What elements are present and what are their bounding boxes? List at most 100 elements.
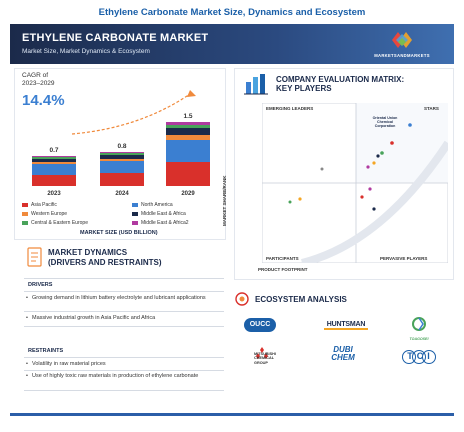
legend-swatch (132, 212, 138, 216)
evaluation-matrix-plot (262, 103, 448, 263)
divider (24, 370, 224, 371)
matrix-panel (234, 68, 454, 280)
divider (24, 326, 224, 327)
divider (24, 291, 224, 292)
restraint-item: Use of highly toxic raw materials in pro… (26, 373, 212, 381)
bar-category-label: 2024 (115, 191, 129, 197)
legend-label: Central & Eastern Europe (31, 220, 88, 226)
toagosei-logo-text: TOAGOSEI (409, 337, 429, 341)
building-chart-icon (244, 74, 268, 95)
restraints-heading: RESTRAINTS (28, 348, 64, 354)
dubichem-logo-text: DUBI CHEM (331, 345, 355, 362)
cagr-label-line2: 2023–2029 (22, 80, 55, 87)
oucc-logo-text: OUCC (249, 321, 271, 328)
dynamics-title-line1: MARKET DYNAMICS (48, 248, 128, 257)
drivers-heading: DRIVERS (28, 282, 53, 288)
legend-swatch (22, 203, 28, 207)
company-dot (372, 207, 376, 211)
bar-segment (32, 156, 76, 158)
bar-segment (32, 162, 76, 165)
bar-segment (32, 159, 76, 163)
bar-segment (166, 139, 210, 162)
bar-segment (100, 161, 144, 174)
divider (24, 311, 224, 312)
y-axis-label: MARKET SHARE/RANK (222, 175, 227, 227)
legend-item: North America (132, 202, 173, 208)
legend-label: Western Europe (31, 211, 68, 217)
bar-segment (100, 151, 144, 154)
company-dot (366, 165, 370, 169)
quadrant-emerging-leaders: EMERGING LEADERS (266, 106, 314, 111)
matrix-title: COMPANY EVALUATION MATRIX: KEY PLAYERS (276, 75, 404, 93)
toagosei-logo: TOAGOSEI (404, 316, 434, 341)
bar-total-label: 1.5 (183, 113, 193, 120)
matrix-title-line1: COMPANY EVALUATION MATRIX: (276, 75, 405, 84)
driver-item: Massive industrial growth in Asia Pacifi… (26, 315, 212, 323)
company-dot (288, 200, 292, 204)
legend-item: Western Europe (22, 211, 67, 217)
legend-swatch (132, 221, 138, 225)
oucc-logo: OUCC (244, 318, 276, 332)
legend-label: Asia Pacific (31, 202, 57, 208)
bar-segment (32, 164, 76, 175)
bar-segment (32, 157, 76, 160)
ecosystem-title: ECOSYSTEM ANALYSIS (255, 295, 347, 304)
quadrant-participants: PARTICIPANTS (266, 256, 299, 261)
bar-segment (100, 153, 144, 156)
market-size-axis-title: MARKET SIZE (USD BILLION) (80, 230, 158, 236)
growth-arrow-icon (71, 90, 196, 135)
divider (24, 357, 224, 358)
company-dot (408, 123, 412, 127)
bar-category-label: 2023 (47, 191, 61, 197)
company-dot (380, 151, 384, 155)
legend-item: Middle East & Africa (132, 211, 186, 217)
dynamics-title-line2: (DRIVERS AND RESTRAINTS) (48, 258, 162, 267)
huntsman-logo-text: HUNTSMAN (326, 321, 366, 328)
document-icon (27, 247, 42, 267)
driver-item: Growing demand in lithium battery electr… (26, 295, 212, 303)
bar-segment (100, 155, 144, 159)
bar-segment (166, 161, 210, 186)
company-dot (320, 167, 324, 171)
tci-circles-icon (402, 350, 436, 364)
tci-logo: TCI (402, 346, 436, 368)
divider (24, 390, 224, 391)
restraint-item: Volatility in raw material prices (26, 361, 212, 369)
matrix-title-line2: KEY PLAYERS (276, 84, 332, 93)
banner-title: ETHYLENE CARBONATE MARKET (22, 32, 209, 44)
legend-item: Central & Eastern Europe (22, 220, 88, 226)
legend-label: North America (141, 202, 173, 208)
banner-subtitle: Market Size, Market Dynamics & Ecosystem (22, 48, 150, 55)
company-dot (360, 195, 364, 199)
tci-logo-text: TCI (407, 351, 434, 361)
highlight-company-label: Oriental Union Chemical Corporation (372, 116, 398, 129)
legend-swatch (22, 212, 28, 216)
legend-item: Middle East & Africa2 (132, 220, 189, 226)
company-dot (372, 161, 376, 165)
company-dot (298, 197, 302, 201)
marketsandmarkets-logo: MARKETSANDMARKETS (362, 28, 442, 60)
bar-segment (166, 124, 210, 129)
cagr-value: 14.4% (22, 92, 65, 109)
logo-text: MARKETSANDMARKETS (374, 53, 430, 58)
legend-label: Middle East & Africa (141, 211, 186, 217)
bar-segment (166, 122, 210, 125)
bar-total-label: 0.7 (49, 147, 59, 155)
legend-swatch (132, 203, 138, 207)
ecosystem-icon (235, 292, 249, 306)
dynamics-title: MARKET DYNAMICS (DRIVERS AND RESTRAINTS) (48, 248, 161, 268)
bar-segment (32, 174, 76, 186)
bar-segment (100, 173, 144, 186)
header-banner: ETHYLENE CARBONATE MARKET Market Size, M… (10, 24, 454, 64)
company-dot (390, 141, 394, 145)
quadrant-pervasive-players: PERVASIVE PLAYERS (380, 256, 428, 261)
page-title: Ethylene Carbonate Market Size, Dynamics… (98, 7, 366, 18)
bar-segment (166, 134, 210, 140)
bar-total-label: 0.8 (117, 142, 127, 150)
bar-segment (100, 158, 144, 162)
logo-mark-icon (392, 32, 412, 48)
mitsubishi-logo-text: MITSUBISHI CHEMICAL GROUP (254, 352, 276, 365)
quadrant-stars: STARS (424, 106, 439, 111)
legend-label: Middle East & Africa2 (141, 220, 189, 226)
divider (24, 278, 224, 279)
